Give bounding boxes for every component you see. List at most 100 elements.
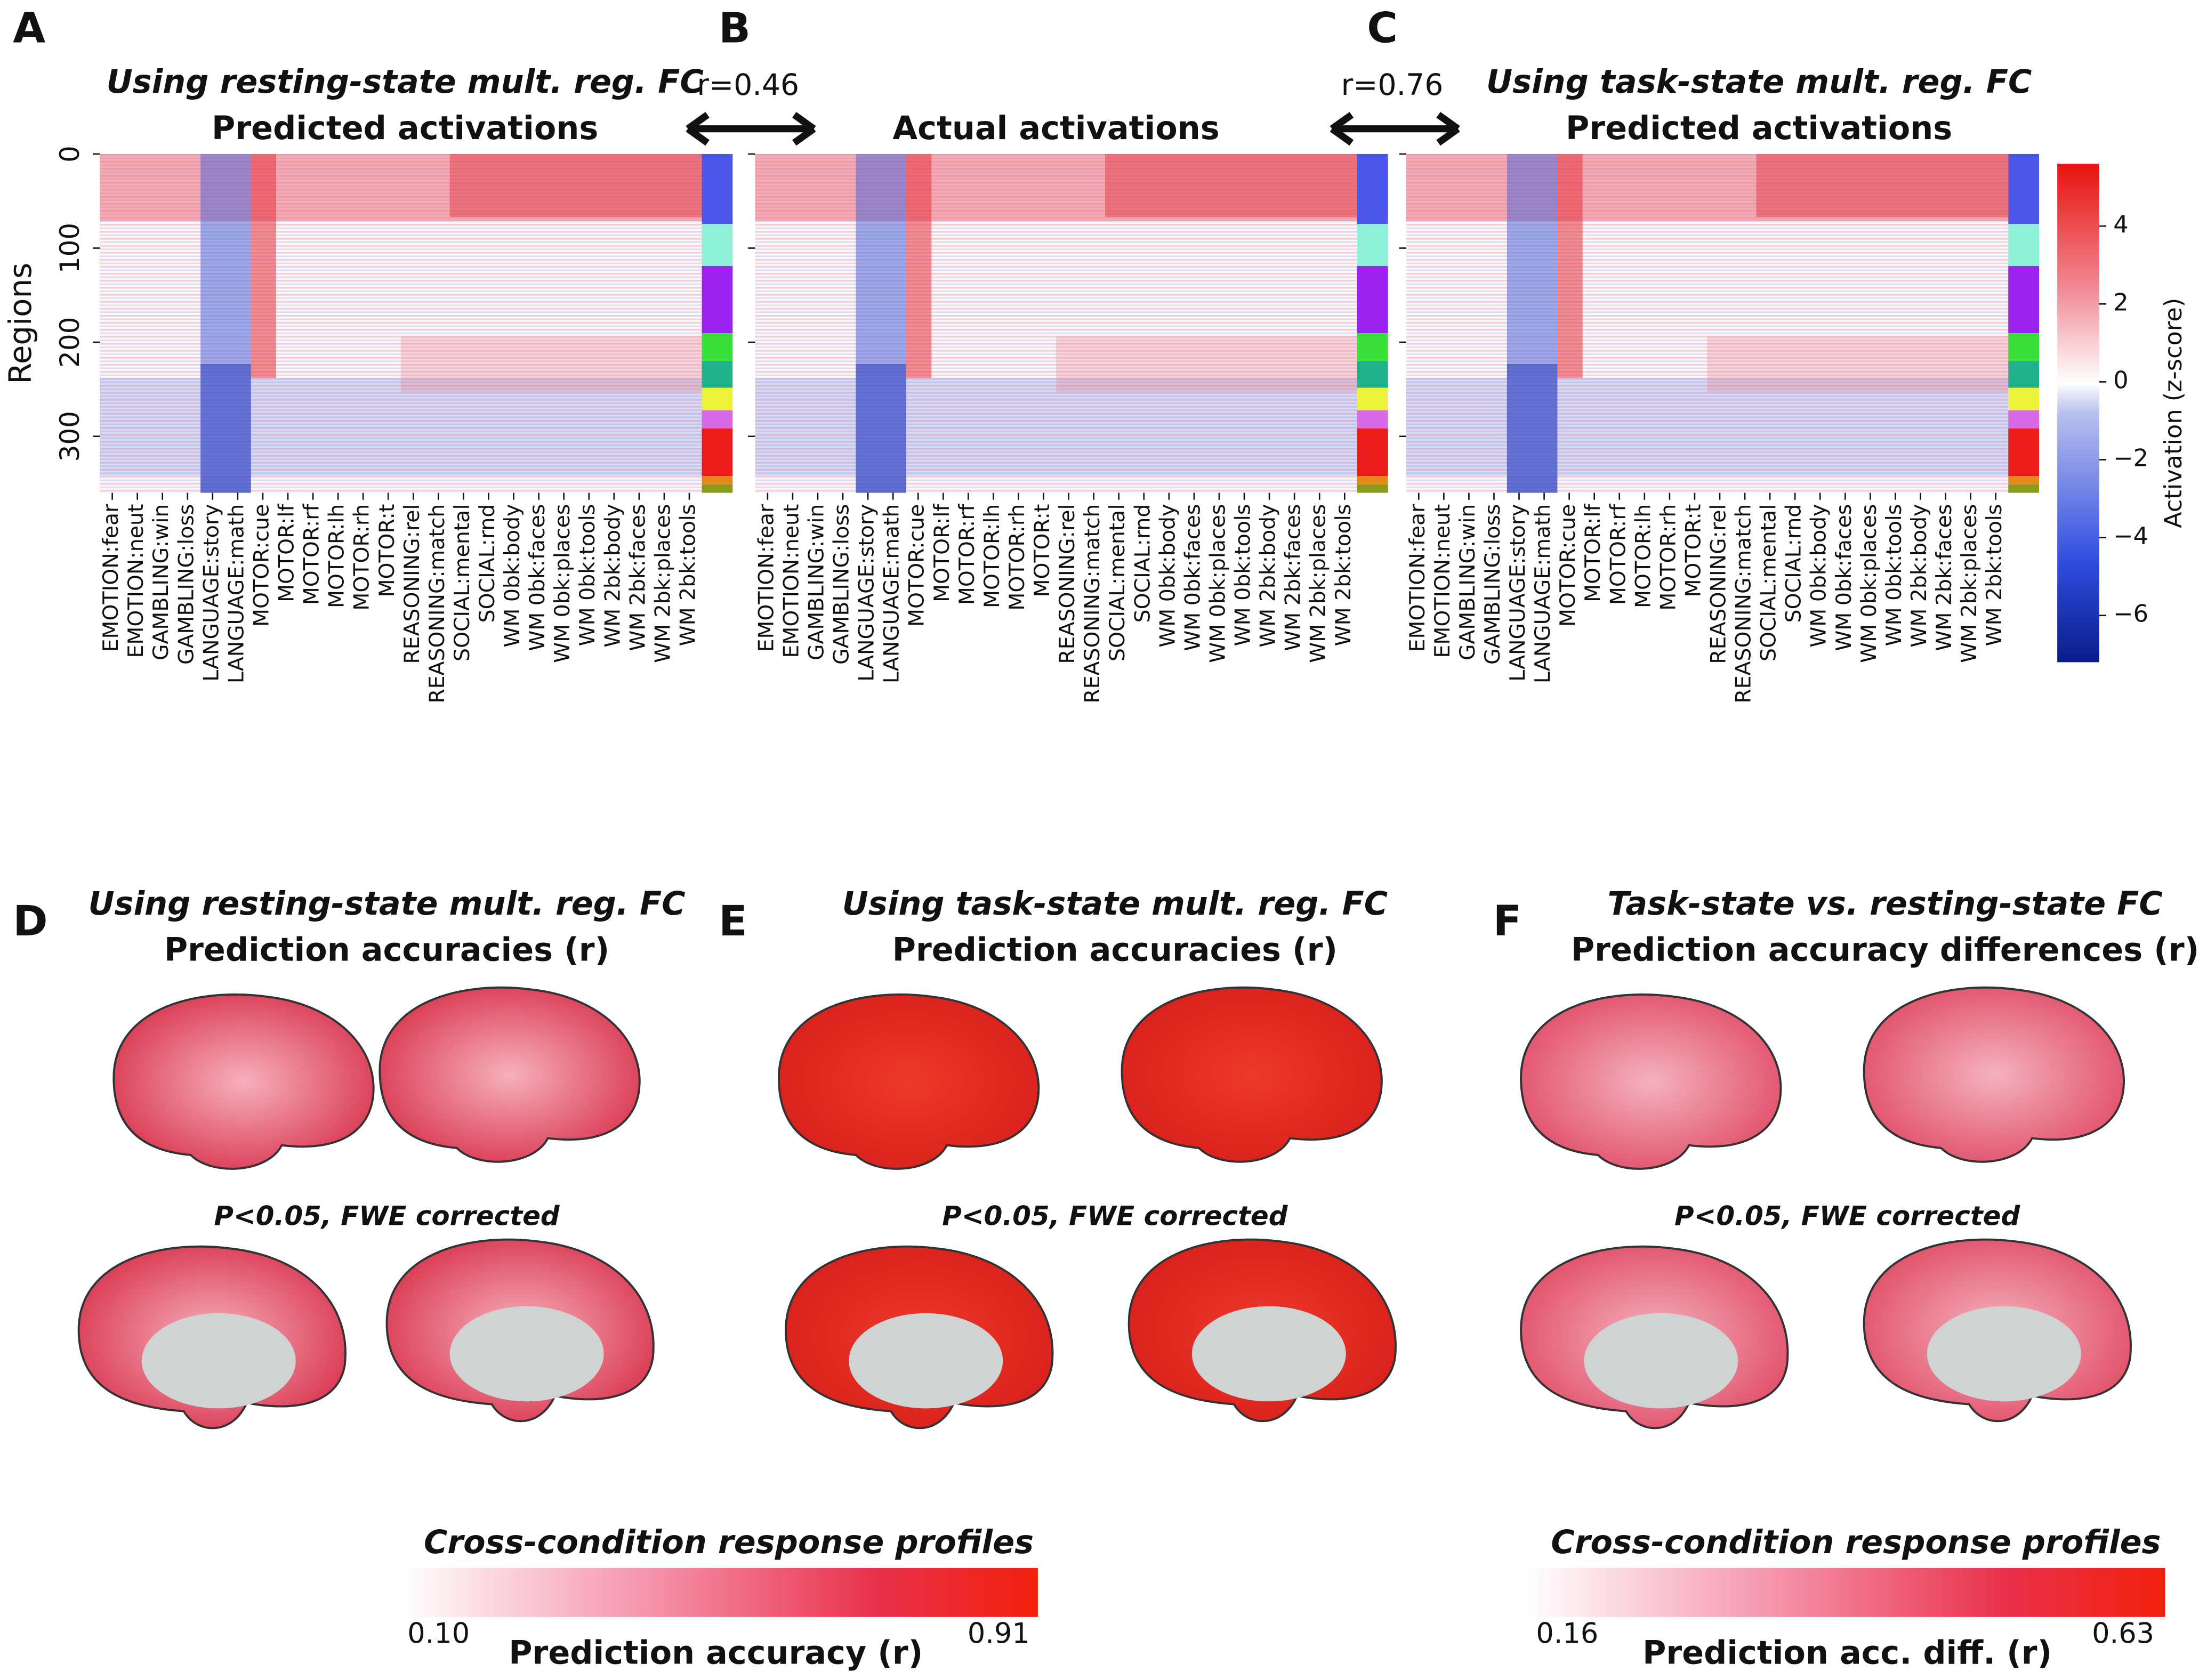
colorbar-tick-label: 4 xyxy=(2113,211,2128,238)
x-tick-label: REASONING:match xyxy=(1080,504,1105,704)
panel-title: Prediction accuracies (r) xyxy=(164,932,609,969)
panel-letter: B xyxy=(719,3,751,52)
x-tick-label: SOCIAL:mental xyxy=(1757,504,1781,661)
colorbar-tick-label: −4 xyxy=(2113,522,2148,550)
panel-letter: D xyxy=(13,896,47,946)
x-tick-label: EMOTION:neut xyxy=(779,504,803,658)
panel-subtitle: Using resting-state mult. reg. FC xyxy=(107,63,704,101)
x-tick-label: WM 0bk:body xyxy=(1155,504,1180,648)
x-tick-label: WM 0bk:places xyxy=(1205,504,1230,663)
x-tick-label: MOTOR:rh xyxy=(350,504,374,611)
x-tick-label: WM 2bk:places xyxy=(1306,504,1331,663)
x-tick-label: LANGUAGE:math xyxy=(224,504,248,683)
panel-letter: A xyxy=(13,3,45,52)
x-tick-label: MOTOR:cue xyxy=(249,504,273,627)
x-tick-label: WM 2bk:body xyxy=(600,504,625,648)
x-tick-label: REASONING:match xyxy=(425,504,449,704)
accuracy-bar xyxy=(400,1568,1038,1617)
legend-max: 0.91 xyxy=(968,1618,1030,1650)
panel-subtitle: Using task-state mult. reg. FC xyxy=(842,885,1388,923)
x-tick-label: LANGUAGE:story xyxy=(199,504,223,682)
x-tick-label: REASONING:rel xyxy=(1055,504,1080,664)
panel-title: Actual activations xyxy=(892,110,1219,147)
x-tick-label: EMOTION:fear xyxy=(754,504,778,652)
panel-subtitle: Task-state vs. resting-state FC xyxy=(1607,885,2162,923)
x-tick-label: SOCIAL:rnd xyxy=(1782,504,1806,623)
x-tick-label: WM 2bk:tools xyxy=(675,504,700,647)
x-tick-label: WM 2bk:body xyxy=(1256,504,1280,648)
x-tick-label: REASONING:rel xyxy=(1706,504,1731,664)
x-tick-label: MOTOR:lh xyxy=(980,504,1004,608)
x-tick-label: MOTOR:lh xyxy=(1631,504,1655,608)
panel-title: Predicted activations xyxy=(1566,110,1952,147)
x-tick-label: REASONING:match xyxy=(1731,504,1756,704)
x-tick-label: WM 2bk:places xyxy=(1957,504,1981,663)
arrow xyxy=(1330,112,1460,146)
x-tick-label: WM 0bk:tools xyxy=(1231,504,1255,647)
x-tick-label: LANGUAGE:math xyxy=(1531,504,1555,683)
panel-letter: F xyxy=(1493,896,1522,946)
x-tick-label: MOTOR:rh xyxy=(1005,504,1029,611)
y-tick-label: 300 xyxy=(54,411,85,462)
legend-title: Cross-condition response profiles xyxy=(1551,1524,2161,1561)
legend-label: Prediction acc. diff. (r) xyxy=(1642,1634,2052,1671)
x-tick-label: LANGUAGE:story xyxy=(855,504,879,682)
x-tick-label: REASONING:rel xyxy=(400,504,424,664)
colorbar-tick-label: −6 xyxy=(2113,600,2148,628)
texts: A Using resting-state mult. reg. FC Pred… xyxy=(2,3,2199,1671)
x-tick-label: WM 0bk:tools xyxy=(575,504,600,647)
y-axis-label: Regions xyxy=(2,263,38,384)
x-tick-label: MOTOR:rf xyxy=(1606,503,1630,605)
x-tick-label: WM 0bk:body xyxy=(500,504,525,648)
x-tick-label: WM 2bk:faces xyxy=(625,504,650,651)
x-tick-label: MOTOR:lf xyxy=(930,503,954,602)
x-tick-label: WM 2bk:faces xyxy=(1281,504,1306,651)
legend-label: Prediction accuracy (r) xyxy=(509,1634,923,1671)
x-tick-label: WM 0bk:places xyxy=(1857,504,1881,663)
y-tick-label: 200 xyxy=(54,317,85,367)
arrow xyxy=(686,112,816,146)
panel-subtitle: Using resting-state mult. reg. FC xyxy=(88,885,685,923)
x-tick-label: EMOTION:fear xyxy=(99,504,123,652)
legend-min: 0.16 xyxy=(1536,1618,1598,1650)
x-tick-label: GAMBLING:loss xyxy=(174,504,198,665)
x-tick-label: LANGUAGE:story xyxy=(1505,504,1530,682)
x-tick-label: WM 2bk:tools xyxy=(1331,504,1356,647)
x-tick-label: GAMBLING:win xyxy=(149,504,173,660)
legend-min: 0.10 xyxy=(407,1618,470,1650)
x-tick-label: MOTOR:rf xyxy=(300,503,324,605)
x-tick-label: EMOTION:fear xyxy=(1405,504,1430,652)
comparison: r=0.46 xyxy=(697,68,799,102)
comparison: r=0.76 xyxy=(1341,68,1444,102)
heatmaps xyxy=(100,112,2099,663)
x-tick-label: GAMBLING:win xyxy=(1455,504,1480,660)
x-tick-label: LANGUAGE:math xyxy=(880,504,904,683)
x-tick-label: GAMBLING:loss xyxy=(1480,504,1505,665)
x-tick-label: EMOTION:neut xyxy=(1430,504,1455,658)
x-tick-label: MOTOR:cue xyxy=(1556,504,1580,627)
x-tick-label: GAMBLING:loss xyxy=(829,504,854,665)
colorbar xyxy=(2057,164,2099,663)
panel-title: Predicted activations xyxy=(212,110,598,147)
panel-letter: E xyxy=(719,896,747,946)
x-tick-label: MOTOR:t xyxy=(375,504,399,597)
x-tick-label: WM 0bk:faces xyxy=(525,504,550,651)
x-tick-label: WM 2bk:tools xyxy=(1982,504,2007,647)
brains xyxy=(77,986,2165,1617)
x-tick-label: MOTOR:t xyxy=(1681,504,1705,597)
x-tick-label: MOTOR:lf xyxy=(275,503,299,602)
x-tick-label: WM 2bk:body xyxy=(1907,504,1931,648)
note: P<0.05, FWE corrected xyxy=(942,1201,1288,1232)
x-tick-label: WM 0bk:tools xyxy=(1882,504,1906,647)
x-tick-label: WM 0bk:body xyxy=(1807,504,1831,648)
x-tick-label: MOTOR:rf xyxy=(955,503,979,605)
panel-title: Prediction accuracies (r) xyxy=(892,932,1338,969)
x-tick-label: WM 2bk:faces xyxy=(1932,504,1956,651)
colorbar-label: Activation (z-score) xyxy=(2160,298,2187,528)
note: P<0.05, FWE corrected xyxy=(1674,1201,2021,1232)
x-tick-label: WM 0bk:places xyxy=(550,504,575,663)
colorbar-tick-label: 0 xyxy=(2113,366,2128,394)
legend-max: 0.63 xyxy=(2092,1618,2154,1650)
y-tick-label: 0 xyxy=(54,146,85,163)
